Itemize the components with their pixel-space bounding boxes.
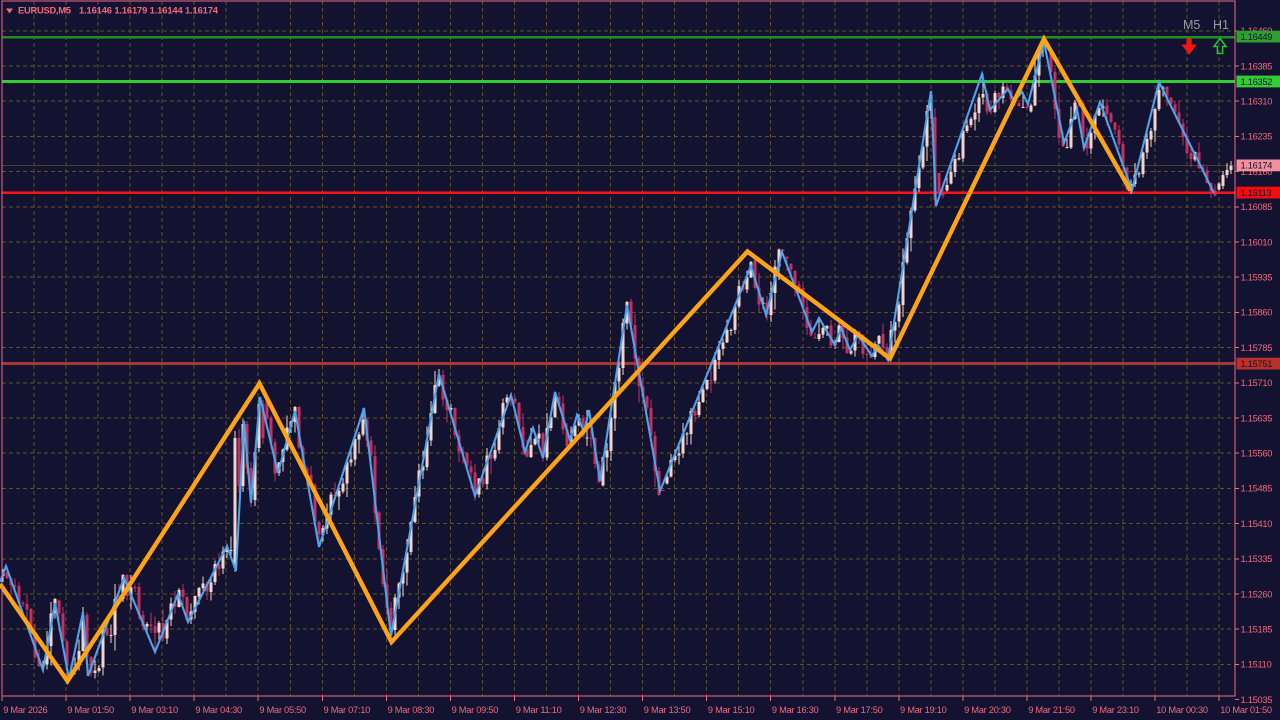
svg-text:9 Mar 19:10: 9 Mar 19:10 — [900, 705, 947, 715]
svg-text:1.15485: 1.15485 — [1241, 484, 1273, 494]
svg-text:10 Mar 01:50: 10 Mar 01:50 — [1220, 705, 1272, 715]
svg-text:9 Mar 04:30: 9 Mar 04:30 — [195, 705, 242, 715]
svg-text:1.16352: 1.16352 — [1241, 77, 1273, 87]
svg-text:9 Mar 03:10: 9 Mar 03:10 — [131, 705, 178, 715]
svg-text:1.15785: 1.15785 — [1241, 343, 1273, 353]
svg-text:9 Mar 23:10: 9 Mar 23:10 — [1092, 705, 1139, 715]
svg-text:1.16085: 1.16085 — [1241, 202, 1273, 212]
svg-text:1.15110: 1.15110 — [1241, 660, 1272, 670]
svg-text:1.16174: 1.16174 — [1241, 161, 1273, 171]
svg-text:9 Mar 13:50: 9 Mar 13:50 — [644, 705, 691, 715]
svg-text:EURUSD,M5: EURUSD,M5 — [18, 5, 71, 16]
svg-text:9 Mar 15:10: 9 Mar 15:10 — [708, 705, 755, 715]
svg-text:1.15410: 1.15410 — [1241, 519, 1273, 529]
svg-text:1.16010: 1.16010 — [1241, 237, 1273, 247]
svg-text:1.15635: 1.15635 — [1241, 413, 1273, 423]
svg-text:1.15560: 1.15560 — [1241, 449, 1273, 459]
svg-text:1.15935: 1.15935 — [1241, 273, 1273, 283]
svg-text:1.16449: 1.16449 — [1241, 32, 1273, 42]
svg-text:1.15335: 1.15335 — [1241, 554, 1273, 564]
svg-text:1.15751: 1.15751 — [1241, 359, 1273, 369]
svg-text:9 Mar 11:10: 9 Mar 11:10 — [516, 705, 562, 715]
svg-text:1.16385: 1.16385 — [1241, 61, 1273, 71]
svg-text:H1: H1 — [1213, 18, 1229, 32]
svg-text:1.16235: 1.16235 — [1241, 132, 1273, 142]
svg-text:1.15035: 1.15035 — [1241, 695, 1273, 705]
svg-text:9 Mar 01:50: 9 Mar 01:50 — [67, 705, 114, 715]
svg-text:10 Mar 00:30: 10 Mar 00:30 — [1156, 705, 1208, 715]
svg-text:1.16146 1.16179 1.16144 1.1617: 1.16146 1.16179 1.16144 1.16174 — [79, 5, 219, 16]
svg-text:9 Mar 05:50: 9 Mar 05:50 — [259, 705, 306, 715]
svg-text:1.16310: 1.16310 — [1241, 97, 1273, 107]
svg-text:1.15710: 1.15710 — [1241, 378, 1273, 388]
svg-text:1.15860: 1.15860 — [1241, 308, 1273, 318]
svg-text:M5: M5 — [1183, 18, 1200, 32]
svg-text:9 Mar 08:30: 9 Mar 08:30 — [388, 705, 435, 715]
svg-text:1.16113: 1.16113 — [1241, 188, 1272, 198]
svg-text:9 Mar 07:10: 9 Mar 07:10 — [324, 705, 371, 715]
svg-text:9 Mar 20:30: 9 Mar 20:30 — [964, 705, 1011, 715]
svg-text:1.15185: 1.15185 — [1241, 625, 1273, 635]
svg-text:9 Mar 09:50: 9 Mar 09:50 — [452, 705, 499, 715]
svg-text:9 Mar 12:30: 9 Mar 12:30 — [580, 705, 627, 715]
svg-text:9 Mar 2026: 9 Mar 2026 — [3, 705, 47, 715]
svg-text:9 Mar 17:50: 9 Mar 17:50 — [836, 705, 883, 715]
svg-text:1.16160: 1.16160 — [1241, 167, 1273, 177]
svg-text:9 Mar 21:50: 9 Mar 21:50 — [1028, 705, 1075, 715]
svg-text:9 Mar 16:30: 9 Mar 16:30 — [772, 705, 819, 715]
svg-text:1.15260: 1.15260 — [1241, 589, 1273, 599]
